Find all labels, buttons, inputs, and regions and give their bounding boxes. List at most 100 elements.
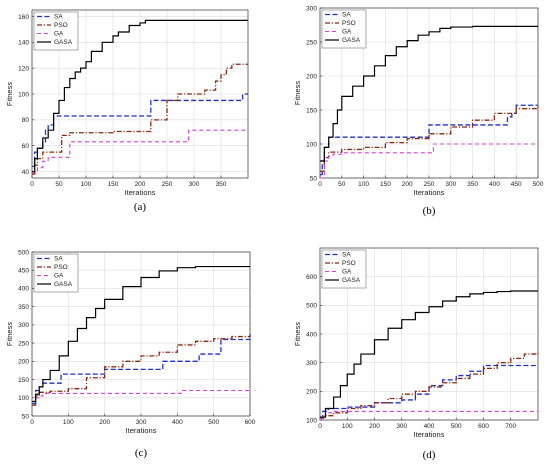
x-tick-label: 100 <box>358 181 369 188</box>
y-tick-label: 400 <box>18 286 29 293</box>
x-tick-label: 300 <box>189 181 200 188</box>
x-tick-label: 150 <box>108 181 119 188</box>
x-tick-label: 500 <box>208 419 219 426</box>
y-axis-title-c: Fitness <box>5 322 14 346</box>
legend-label-gasa: GASA <box>54 39 73 46</box>
y-tick-label: 300 <box>18 322 29 329</box>
x-tick-label: 700 <box>505 423 516 430</box>
x-tick-label: 100 <box>342 423 353 430</box>
x-tick-label: 200 <box>369 423 380 430</box>
legend-label-gasa: GASA <box>342 277 361 284</box>
chart-d-svg: 0 100 200 300 400 500 600 700100200300400500600… <box>293 247 539 461</box>
series-line-pso-a <box>32 63 248 175</box>
x-tick-label: 50 <box>338 181 346 188</box>
y-axis-title-d: Fitness <box>293 322 302 346</box>
legend-label-gasa: GASA <box>54 281 73 288</box>
series-line-gasa-c <box>32 265 250 403</box>
y-tick-label: 350 <box>18 304 29 311</box>
panel-caption-d: (d) <box>423 449 436 461</box>
x-axis-title-a: Iterations <box>125 188 156 197</box>
y-axis-title-b: Fitness <box>293 81 302 105</box>
y-tick-label: 60 <box>22 143 30 150</box>
x-tick-label: 400 <box>489 181 500 188</box>
legend-box-b <box>321 9 367 49</box>
legend-label-ga: GA <box>342 269 352 276</box>
x-tick-label: 300 <box>136 419 147 426</box>
chart-c-svg: 0 100 200 300 400 500 600 50 100 150 200 250 300 350 4… <box>5 249 256 459</box>
x-tick-label: 200 <box>99 419 110 426</box>
series-line-gasa-b <box>320 25 538 162</box>
x-tick-label: 500 <box>533 181 544 188</box>
y-tick-label: 250 <box>306 39 317 46</box>
legend-label-pso: PSO <box>342 260 356 267</box>
x-tick-label: 300 <box>445 181 456 188</box>
y-tick-label: 200 <box>18 359 29 366</box>
chart-panel-d: 0 100 200 300 400 500 600 700 100 200 300 400 500 600… <box>276 236 546 468</box>
series-line-ga-b <box>320 143 538 179</box>
legend-label-ga: GA <box>54 273 64 280</box>
legend-label-ga: GA <box>342 29 352 36</box>
chart-a-svg: 0 50 100 150 200 250 300 350 40 60 80 100 120 140 160 I… <box>5 9 249 213</box>
legend-label-sa: SA <box>54 256 63 263</box>
y-tick-label: 100 <box>18 395 29 402</box>
y-tick-label: 150 <box>18 377 29 384</box>
series-line-pso-b <box>320 106 539 172</box>
x-tick-label: 250 <box>424 181 435 188</box>
y-tick-label: 200 <box>306 73 317 80</box>
y-tick-label: 300 <box>306 5 317 12</box>
x-tick-label: 350 <box>467 181 478 188</box>
legend-label-pso: PSO <box>54 22 68 29</box>
legend-label-sa: SA <box>342 12 351 19</box>
legend-label-ga: GA <box>54 31 64 38</box>
y-tick-label: 50 <box>22 413 30 420</box>
x-tick-label: 100 <box>81 181 92 188</box>
y-tick-label: 500 <box>18 249 29 256</box>
legend-label-sa: SA <box>342 252 351 259</box>
x-tick-label: 350 <box>216 181 227 188</box>
x-tick-label: 200 <box>402 181 413 188</box>
x-tick-label: 100 <box>63 419 74 426</box>
y-tick-label: 100 <box>306 141 317 148</box>
y-tick-label: 40 <box>22 169 30 176</box>
legend-label-gasa: GASA <box>342 37 361 44</box>
x-tick-label: 250 <box>162 181 173 188</box>
series-line-ga-c <box>32 389 251 402</box>
series-line-pso-d <box>320 351 539 418</box>
chart-panel-a: 0 50 100 150 200 250 300 350 40 60 80 100 120 140 160 I… <box>0 0 270 228</box>
x-tick-label: 600 <box>478 423 489 430</box>
series-line-pso-c <box>32 335 251 406</box>
x-tick-label: 400 <box>424 423 435 430</box>
y-tick-label: 120 <box>18 65 29 72</box>
y-tick-label: 500 <box>306 303 317 310</box>
y-tick-label: 150 <box>306 107 317 114</box>
y-tick-label: 80 <box>22 117 30 124</box>
panel-caption-c: (c) <box>135 447 148 459</box>
panel-caption-b: (b) <box>423 205 436 217</box>
y-tick-label: 250 <box>18 340 29 347</box>
x-tick-label: 0 <box>30 419 34 426</box>
series-line-gasa-a <box>32 19 248 173</box>
series-line-ga-a <box>32 129 248 174</box>
x-tick-label: 450 <box>511 181 522 188</box>
x-axis-title-c: Iterations <box>126 426 157 435</box>
legend-label-sa: SA <box>54 14 63 21</box>
panel-caption-a: (a) <box>134 201 147 213</box>
y-tick-label: 600 <box>306 274 317 281</box>
legend-box-a <box>33 11 79 51</box>
x-tick-label: 0 <box>318 423 322 430</box>
legend-box-d <box>321 249 367 289</box>
y-tick-label: 450 <box>18 268 29 275</box>
legend-box-c <box>33 253 79 293</box>
x-tick-label: 400 <box>172 419 183 426</box>
chart-b-svg: 0 50 100 150 200 250 300 350 400 450 5005010015020… <box>293 5 544 217</box>
x-tick-label: 600 <box>245 419 256 426</box>
legend-label-pso: PSO <box>342 20 356 27</box>
y-tick-label: 300 <box>306 360 317 367</box>
chart-panel-b: 0 50 100 150 200 250 300 350 400 450 500 50 100 150 20… <box>276 0 546 228</box>
y-tick-label: 100 <box>18 91 29 98</box>
y-tick-label: 50 <box>310 175 318 182</box>
y-tick-label: 100 <box>306 417 317 424</box>
y-tick-label: 160 <box>18 14 29 21</box>
x-tick-label: 50 <box>55 181 63 188</box>
x-axis-title-b: Iterations <box>414 188 445 197</box>
